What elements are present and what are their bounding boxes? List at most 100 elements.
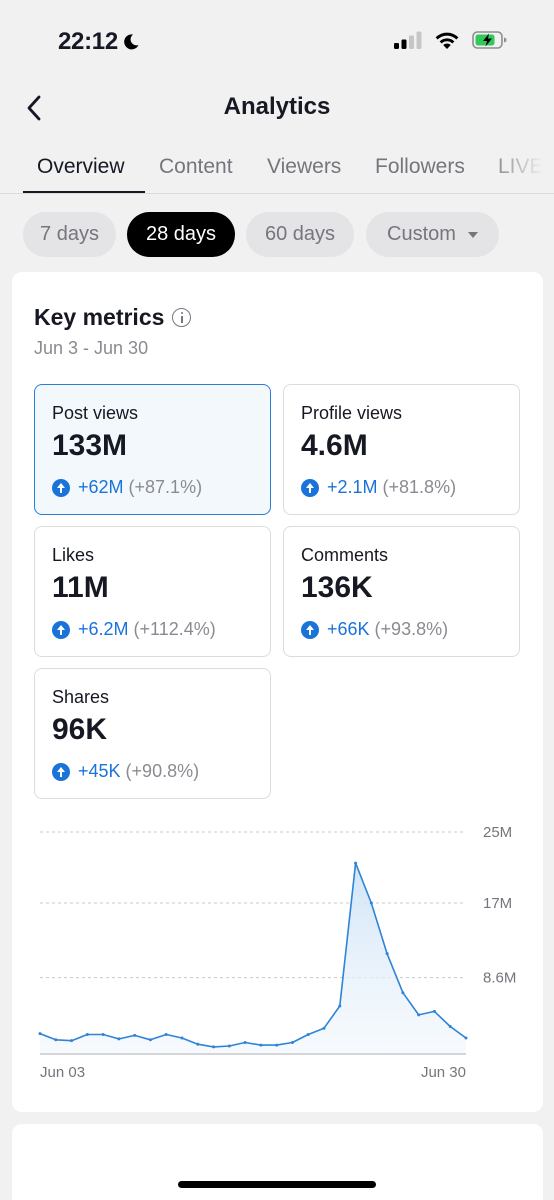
metric-card-comments[interactable]: Comments 136K +66K (+93.8%)	[283, 526, 520, 657]
metric-value: 4.6M	[301, 429, 368, 462]
period-28-days-button[interactable]: 28 days	[127, 212, 235, 257]
tab-live[interactable]: LIVE	[498, 155, 544, 178]
metric-label: Likes	[52, 545, 95, 565]
x-tick-label-last: Jun 30	[421, 1064, 466, 1081]
data-point-jun-11	[164, 1032, 168, 1036]
tab-active-indicator	[23, 191, 145, 193]
data-point-jun-16	[243, 1040, 247, 1044]
y-tick-label: 17M	[483, 895, 512, 912]
arrow-up-circle-icon	[52, 620, 70, 639]
metric-change: +66K (+93.8%)	[301, 619, 448, 640]
info-icon[interactable]	[172, 308, 192, 327]
metric-card-post-views[interactable]: Post views 133M +62M (+87.1%)	[34, 384, 271, 515]
tab-bar: Overview Content Viewers Followers LIVE	[0, 146, 554, 194]
metric-value: 136K	[301, 571, 373, 604]
data-point-jun-28	[432, 1009, 436, 1013]
data-point-jun-03	[38, 1032, 42, 1036]
key-metrics-title: Key metrics	[34, 304, 165, 330]
key-metrics-card: Key metrics Jun 3 - Jun 30 Post views 13…	[12, 272, 543, 1112]
data-point-jun-19	[290, 1040, 294, 1044]
metric-percent: (+93.8%)	[374, 619, 449, 639]
metric-card-shares[interactable]: Shares 96K +45K (+90.8%)	[34, 668, 271, 799]
data-point-jun-06	[85, 1032, 89, 1036]
data-point-jun-27	[417, 1013, 421, 1017]
metric-percent: (+112.4%)	[133, 619, 216, 639]
metric-delta: +2.1M	[327, 477, 378, 497]
data-point-jun-05	[70, 1039, 74, 1043]
data-point-jun-13	[196, 1042, 200, 1046]
data-point-jun-08	[117, 1037, 121, 1041]
battery-charging-icon	[472, 31, 507, 49]
metric-change: +6.2M (+112.4%)	[52, 619, 216, 640]
metric-label: Shares	[52, 687, 110, 707]
metric-value: 96K	[52, 713, 108, 746]
arrow-up-circle-icon	[301, 620, 319, 639]
x-tick-label-first: Jun 03	[40, 1064, 85, 1081]
arrow-up-circle-icon	[52, 478, 70, 497]
arrow-up-circle-icon	[52, 762, 70, 781]
metric-label: Comments	[301, 545, 389, 565]
data-point-jun-17	[259, 1043, 263, 1047]
y-tick-label: 25M	[483, 824, 512, 841]
metric-card-profile-views[interactable]: Profile views 4.6M +2.1M (+81.8%)	[283, 384, 520, 515]
data-point-jun-23	[354, 861, 358, 865]
metric-percent: (+81.8%)	[382, 477, 457, 497]
nav-bar: Analytics	[0, 80, 554, 136]
status-icons	[394, 30, 508, 50]
data-point-jun-30	[464, 1036, 468, 1040]
chart-grid: 25M 17M 8.6M	[40, 824, 516, 987]
caret-down-icon	[467, 231, 478, 238]
period-60-days-button[interactable]: 60 days	[246, 212, 354, 257]
data-point-jun-14	[212, 1045, 216, 1049]
chevron-left-icon	[27, 95, 41, 121]
data-point-jun-18	[275, 1043, 279, 1047]
date-range: Jun 3 - Jun 30	[34, 338, 149, 358]
y-tick-label: 8.6M	[483, 970, 516, 987]
data-point-jun-04	[54, 1038, 58, 1042]
data-point-jun-15	[227, 1044, 231, 1048]
metric-percent: (+87.1%)	[128, 477, 203, 497]
key-metrics-heading: Key metrics	[34, 304, 192, 331]
period-custom-label: Custom	[387, 223, 456, 245]
metric-delta: +45K	[78, 761, 121, 781]
chart-area	[40, 863, 466, 1054]
metric-value: 11M	[52, 571, 109, 604]
data-point-jun-25	[385, 952, 389, 956]
wifi-icon	[435, 32, 459, 49]
post-views-chart[interactable]: 25M 17M 8.6M Jun 03 Jun 30	[12, 812, 543, 1102]
chart-line	[39, 862, 467, 1048]
status-bar: 22:12	[0, 0, 554, 80]
period-custom-button[interactable]: Custom	[366, 212, 499, 257]
period-7-days-button[interactable]: 7 days	[23, 212, 116, 257]
data-point-jun-20	[306, 1032, 310, 1036]
metric-delta: +66K	[327, 619, 370, 639]
back-button[interactable]	[16, 90, 52, 126]
data-point-jun-22	[338, 1004, 342, 1008]
metric-percent: (+90.8%)	[125, 761, 200, 781]
data-point-jun-29	[448, 1024, 452, 1028]
home-indicator	[178, 1181, 376, 1188]
status-time-text: 22:12	[58, 28, 118, 55]
arrow-up-circle-icon	[301, 478, 319, 497]
data-point-jun-09	[133, 1033, 137, 1037]
metric-card-likes[interactable]: Likes 11M +6.2M (+112.4%)	[34, 526, 271, 657]
tab-viewers[interactable]: Viewers	[267, 155, 342, 178]
metric-label: Profile views	[301, 403, 403, 423]
cellular-signal-icon	[394, 31, 422, 49]
data-point-jun-24	[369, 901, 373, 905]
metric-change: +45K (+90.8%)	[52, 761, 199, 782]
data-point-jun-07	[101, 1032, 105, 1036]
metric-label: Post views	[52, 403, 139, 423]
page-title: Analytics	[223, 93, 331, 120]
metric-value: 133M	[52, 429, 128, 462]
metric-change: +2.1M (+81.8%)	[301, 477, 456, 498]
tab-followers[interactable]: Followers	[375, 155, 465, 178]
data-point-jun-21	[322, 1026, 326, 1030]
metric-change: +62M (+87.1%)	[52, 477, 202, 498]
next-section-card	[12, 1124, 543, 1200]
data-point-jun-12	[180, 1036, 184, 1040]
tab-overview[interactable]: Overview	[37, 155, 125, 178]
moon-icon	[124, 34, 139, 50]
tab-content[interactable]: Content	[159, 155, 233, 178]
data-point-jun-10	[148, 1038, 152, 1042]
